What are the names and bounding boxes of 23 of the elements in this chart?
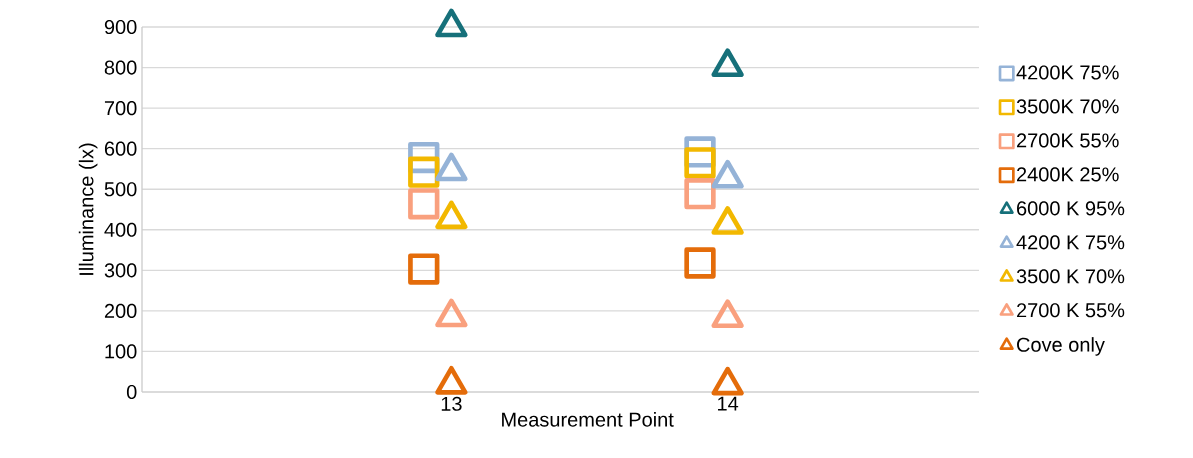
y-tick-label: 400 <box>104 222 137 237</box>
x-tick-label: 13 <box>441 396 462 411</box>
y-tick-label: 0 <box>126 384 137 400</box>
y-tick-label: 600 <box>104 141 137 156</box>
legend-label: 2700 K 55% <box>1017 303 1125 318</box>
y-tick-label: 900 <box>104 19 137 35</box>
y-tick-label: 300 <box>104 263 137 278</box>
legend-label: 3500K 70% <box>1016 99 1119 114</box>
legend-label: 4200 K 75% <box>1016 235 1125 250</box>
y-tick-label: 700 <box>104 101 137 116</box>
legend-label: 2400K 25% <box>1017 167 1119 182</box>
y-tick-label: 800 <box>104 60 137 75</box>
legend-label: Cove only <box>1017 337 1105 356</box>
x-tick-label: 14 <box>718 396 739 411</box>
legend-label: 2700K 55% <box>1017 133 1119 148</box>
legend-label: 3500 K 70% <box>1016 269 1125 284</box>
y-tick-label: 500 <box>104 182 137 197</box>
y-tick-label: 100 <box>105 344 137 359</box>
y-tick-label: 200 <box>104 303 137 318</box>
legend-label: 4200K 75% <box>1016 65 1119 80</box>
y-axis-title: Illuminance (lx) <box>78 143 98 275</box>
legend-label: 6000 K 95% <box>1017 201 1125 216</box>
x-axis-title: Measurement Point <box>502 412 674 427</box>
